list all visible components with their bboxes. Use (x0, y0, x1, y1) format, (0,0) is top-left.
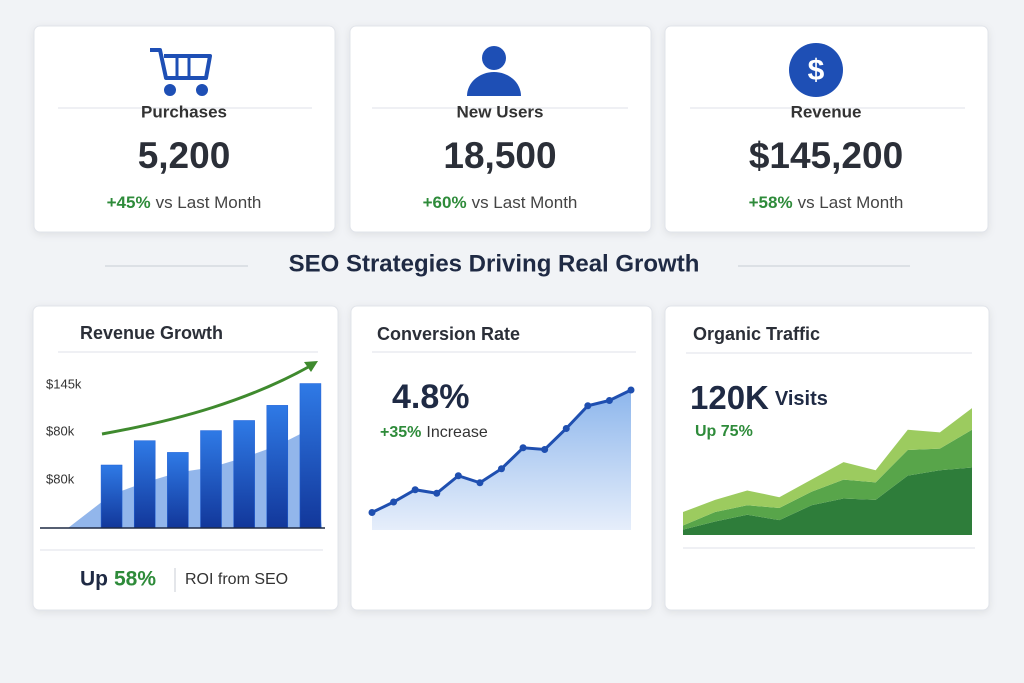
dollar-icon: $ (789, 43, 843, 97)
subline-value: +35% (380, 424, 421, 441)
footer-prefix: Up (80, 568, 108, 591)
point (368, 509, 376, 516)
point (519, 444, 527, 452)
point (433, 489, 441, 497)
point (476, 479, 484, 487)
kpi-change: +45% (107, 193, 151, 212)
kpi-note: vs Last Month (156, 193, 262, 212)
point (411, 486, 419, 494)
kpi-label: New Users (457, 102, 544, 121)
bar (299, 383, 322, 529)
bar (266, 405, 289, 529)
axis-label: $80k (46, 423, 75, 438)
kpi-value: 5,200 (138, 135, 231, 176)
bar (100, 464, 123, 529)
point (390, 498, 398, 506)
headline-line: 120K Visits (690, 379, 828, 416)
kpi-label: Purchases (141, 102, 227, 121)
point (627, 386, 635, 394)
kpi-value: $145,200 (749, 135, 903, 176)
headline-unit: Visits (775, 388, 828, 410)
kpi-change: +58% (749, 193, 793, 212)
kpi-change: +60% (423, 193, 467, 212)
cart-icon (150, 48, 212, 96)
kpi-card (349, 25, 652, 233)
kpi-card (664, 25, 989, 233)
headline: 4.8% (392, 378, 470, 416)
footer-text: ROI from SEO (185, 571, 288, 588)
chart-title: Organic Traffic (693, 324, 820, 344)
point (541, 446, 549, 453)
kpi-change-line: +45% vs Last Month (107, 193, 262, 212)
kpi-change-line: +58% vs Last Month (749, 193, 904, 212)
point (454, 472, 462, 480)
point (498, 465, 505, 473)
kpi-value: 18,500 (443, 135, 556, 176)
chart-card (350, 305, 653, 611)
subline: Up 75% (695, 423, 753, 440)
area (68, 428, 322, 528)
axis-label: $145k (46, 376, 82, 391)
chart-title: Conversion Rate (377, 324, 520, 344)
kpi-change-line: +60% vs Last Month (423, 193, 578, 212)
area (683, 429, 972, 530)
trend-arrow (101, 363, 313, 436)
trend-arrowhead (304, 361, 318, 372)
bar (200, 430, 222, 529)
kpi-note: vs Last Month (798, 193, 904, 212)
svg-text:$: $ (808, 54, 825, 87)
subline-text: Increase (426, 424, 487, 441)
headline: 120K (690, 379, 769, 416)
axis-label: $80k (46, 471, 75, 486)
chart-title: Revenue Growth (80, 323, 223, 343)
kpi-note: vs Last Month (472, 193, 578, 212)
area (683, 408, 972, 526)
footer-value: 58% (114, 568, 156, 591)
bar (167, 452, 189, 529)
kpi-label: Revenue (791, 102, 862, 121)
section-title: SEO Strategies Driving Real Growth (289, 250, 700, 277)
bar (133, 440, 156, 529)
subline: +35% Increase (380, 424, 488, 441)
area (683, 467, 972, 535)
point (562, 425, 570, 432)
point (605, 397, 613, 404)
kpi-card (33, 25, 336, 233)
bar (233, 420, 255, 529)
user-icon (467, 46, 521, 96)
point (584, 402, 592, 410)
